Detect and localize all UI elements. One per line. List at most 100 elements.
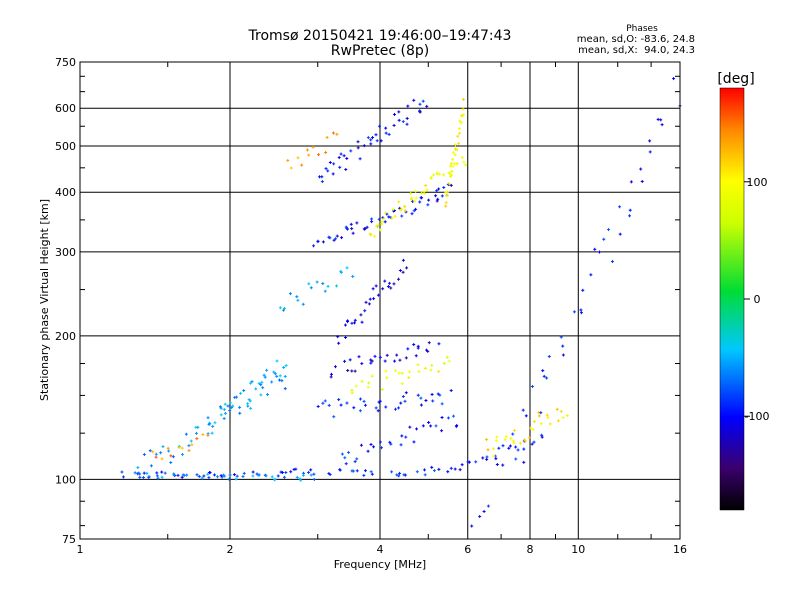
data-point (512, 441, 516, 445)
data-point (369, 138, 373, 142)
data-point (397, 200, 401, 204)
data-point (532, 440, 536, 444)
data-point (160, 470, 164, 474)
data-point (283, 374, 287, 378)
data-point (398, 206, 402, 210)
data-point (446, 470, 450, 474)
data-point (400, 382, 404, 386)
data-point (395, 473, 399, 477)
data-point (166, 446, 170, 450)
data-point (437, 369, 441, 373)
data-point (377, 124, 381, 128)
data-point (418, 110, 422, 114)
data-point (414, 354, 418, 358)
data-point (339, 152, 343, 156)
data-point (356, 146, 360, 150)
data-point (366, 136, 370, 140)
data-point (180, 452, 184, 456)
data-point (270, 380, 274, 384)
data-point (464, 163, 468, 167)
data-point (312, 478, 316, 482)
chart-title: Tromsø 20150421 19:46:00–19:47:43 (248, 28, 512, 44)
x-tick-label: 2 (227, 543, 234, 556)
data-point (329, 375, 333, 379)
data-point (434, 194, 438, 198)
data-point (254, 387, 258, 391)
data-point (461, 107, 465, 111)
data-point (399, 401, 403, 405)
data-point (398, 471, 402, 475)
data-point (629, 180, 633, 184)
colorbar-label: [deg] (717, 71, 754, 87)
data-point (278, 374, 282, 378)
data-point (392, 123, 396, 127)
data-point (610, 260, 614, 264)
data-point (228, 409, 232, 413)
data-point (161, 445, 165, 449)
data-point (138, 475, 142, 479)
data-point (201, 433, 205, 437)
data-point (154, 455, 158, 459)
data-point (497, 446, 501, 450)
data-point (559, 335, 563, 339)
data-point (292, 467, 296, 471)
data-point (545, 376, 549, 380)
data-point (349, 149, 353, 153)
data-point (486, 448, 490, 452)
data-point (307, 282, 311, 286)
data-point (259, 383, 263, 387)
data-point (397, 110, 401, 114)
data-point (324, 167, 328, 171)
data-point (524, 414, 528, 418)
data-point (382, 217, 386, 221)
data-point (449, 183, 453, 187)
data-point (418, 200, 422, 204)
colorbar-tick-label: -100 (745, 410, 770, 423)
data-point (383, 220, 387, 224)
data-point (195, 431, 199, 435)
data-point (481, 456, 485, 460)
data-point (282, 308, 286, 312)
data-point (367, 381, 371, 385)
data-point (421, 424, 425, 428)
data-point (340, 236, 344, 240)
data-point (339, 271, 343, 275)
data-point (406, 347, 410, 351)
data-point (312, 244, 316, 248)
data-point (230, 406, 234, 410)
data-point (222, 417, 226, 421)
data-point (180, 446, 184, 450)
data-point (309, 286, 313, 290)
data-point (316, 405, 320, 409)
data-point (350, 388, 354, 392)
data-point (393, 214, 397, 218)
data-point (519, 441, 523, 445)
data-point (372, 445, 376, 449)
data-point (133, 471, 137, 475)
data-point (516, 448, 520, 452)
data-point (648, 150, 652, 154)
data-point (537, 414, 541, 418)
data-point (403, 209, 407, 213)
data-point (385, 376, 389, 380)
data-point (485, 438, 489, 442)
data-point (460, 155, 464, 159)
data-point (423, 468, 427, 472)
data-point (598, 250, 602, 254)
data-point (449, 174, 453, 178)
data-point (474, 460, 478, 464)
data-point (401, 258, 405, 262)
data-point (370, 217, 374, 221)
data-point (455, 162, 459, 166)
data-point (440, 194, 444, 198)
data-point (618, 205, 622, 209)
data-point (262, 373, 266, 377)
data-point (367, 302, 371, 306)
data-point (142, 453, 146, 457)
data-point (429, 176, 433, 180)
data-point (387, 285, 391, 289)
data-point (656, 117, 660, 121)
data-point (333, 365, 337, 369)
data-point (340, 452, 344, 456)
